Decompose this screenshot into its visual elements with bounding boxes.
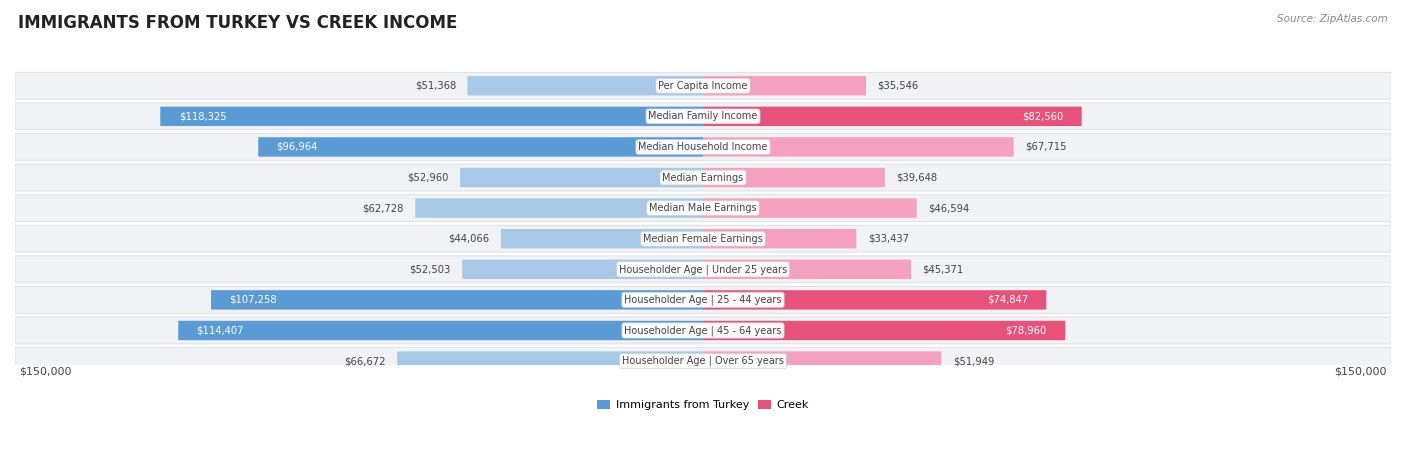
Text: $107,258: $107,258 [229, 295, 277, 305]
FancyBboxPatch shape [15, 225, 1391, 252]
FancyBboxPatch shape [15, 195, 1391, 221]
FancyBboxPatch shape [179, 321, 703, 340]
FancyBboxPatch shape [211, 290, 703, 310]
FancyBboxPatch shape [15, 347, 1391, 375]
FancyBboxPatch shape [15, 134, 1391, 160]
Text: $45,371: $45,371 [922, 264, 965, 274]
FancyBboxPatch shape [15, 103, 1391, 130]
Text: $78,960: $78,960 [1005, 325, 1047, 335]
FancyBboxPatch shape [15, 72, 1391, 99]
Text: Householder Age | 25 - 44 years: Householder Age | 25 - 44 years [624, 295, 782, 305]
FancyBboxPatch shape [703, 76, 866, 95]
Text: $46,594: $46,594 [928, 203, 969, 213]
FancyBboxPatch shape [703, 321, 1066, 340]
FancyBboxPatch shape [398, 351, 703, 371]
Text: $33,437: $33,437 [868, 234, 908, 244]
FancyBboxPatch shape [15, 286, 1391, 313]
FancyBboxPatch shape [15, 256, 1391, 283]
Text: $118,325: $118,325 [179, 111, 226, 121]
Text: $52,503: $52,503 [409, 264, 451, 274]
Text: $62,728: $62,728 [363, 203, 404, 213]
Text: Median Household Income: Median Household Income [638, 142, 768, 152]
FancyBboxPatch shape [501, 229, 703, 248]
FancyBboxPatch shape [463, 260, 703, 279]
Text: IMMIGRANTS FROM TURKEY VS CREEK INCOME: IMMIGRANTS FROM TURKEY VS CREEK INCOME [18, 14, 458, 32]
FancyBboxPatch shape [415, 198, 703, 218]
Text: $67,715: $67,715 [1025, 142, 1067, 152]
Text: Median Male Earnings: Median Male Earnings [650, 203, 756, 213]
FancyBboxPatch shape [703, 137, 1014, 156]
FancyBboxPatch shape [703, 106, 1081, 126]
Text: Householder Age | Over 65 years: Householder Age | Over 65 years [621, 356, 785, 366]
FancyBboxPatch shape [703, 290, 1046, 310]
Text: Median Earnings: Median Earnings [662, 172, 744, 183]
Text: $51,949: $51,949 [953, 356, 994, 366]
Text: Householder Age | 45 - 64 years: Householder Age | 45 - 64 years [624, 325, 782, 336]
FancyBboxPatch shape [15, 164, 1391, 191]
FancyBboxPatch shape [467, 76, 703, 95]
Text: Per Capita Income: Per Capita Income [658, 81, 748, 91]
FancyBboxPatch shape [259, 137, 703, 156]
Text: $35,546: $35,546 [877, 81, 918, 91]
FancyBboxPatch shape [703, 260, 911, 279]
Text: $66,672: $66,672 [344, 356, 385, 366]
Text: Median Family Income: Median Family Income [648, 111, 758, 121]
Text: $52,960: $52,960 [408, 172, 449, 183]
Text: Householder Age | Under 25 years: Householder Age | Under 25 years [619, 264, 787, 275]
Text: $82,560: $82,560 [1022, 111, 1063, 121]
FancyBboxPatch shape [160, 106, 703, 126]
Text: Median Female Earnings: Median Female Earnings [643, 234, 763, 244]
FancyBboxPatch shape [460, 168, 703, 187]
Text: $44,066: $44,066 [449, 234, 489, 244]
FancyBboxPatch shape [703, 198, 917, 218]
FancyBboxPatch shape [703, 229, 856, 248]
FancyBboxPatch shape [703, 168, 884, 187]
Text: Source: ZipAtlas.com: Source: ZipAtlas.com [1277, 14, 1388, 24]
Text: $51,368: $51,368 [415, 81, 456, 91]
Text: $150,000: $150,000 [20, 367, 72, 377]
Text: $150,000: $150,000 [1334, 367, 1386, 377]
Legend: Immigrants from Turkey, Creek: Immigrants from Turkey, Creek [592, 396, 814, 415]
Text: $39,648: $39,648 [896, 172, 938, 183]
FancyBboxPatch shape [703, 351, 941, 371]
FancyBboxPatch shape [15, 317, 1391, 344]
Text: $96,964: $96,964 [277, 142, 318, 152]
Text: $74,847: $74,847 [987, 295, 1028, 305]
Text: $114,407: $114,407 [197, 325, 245, 335]
